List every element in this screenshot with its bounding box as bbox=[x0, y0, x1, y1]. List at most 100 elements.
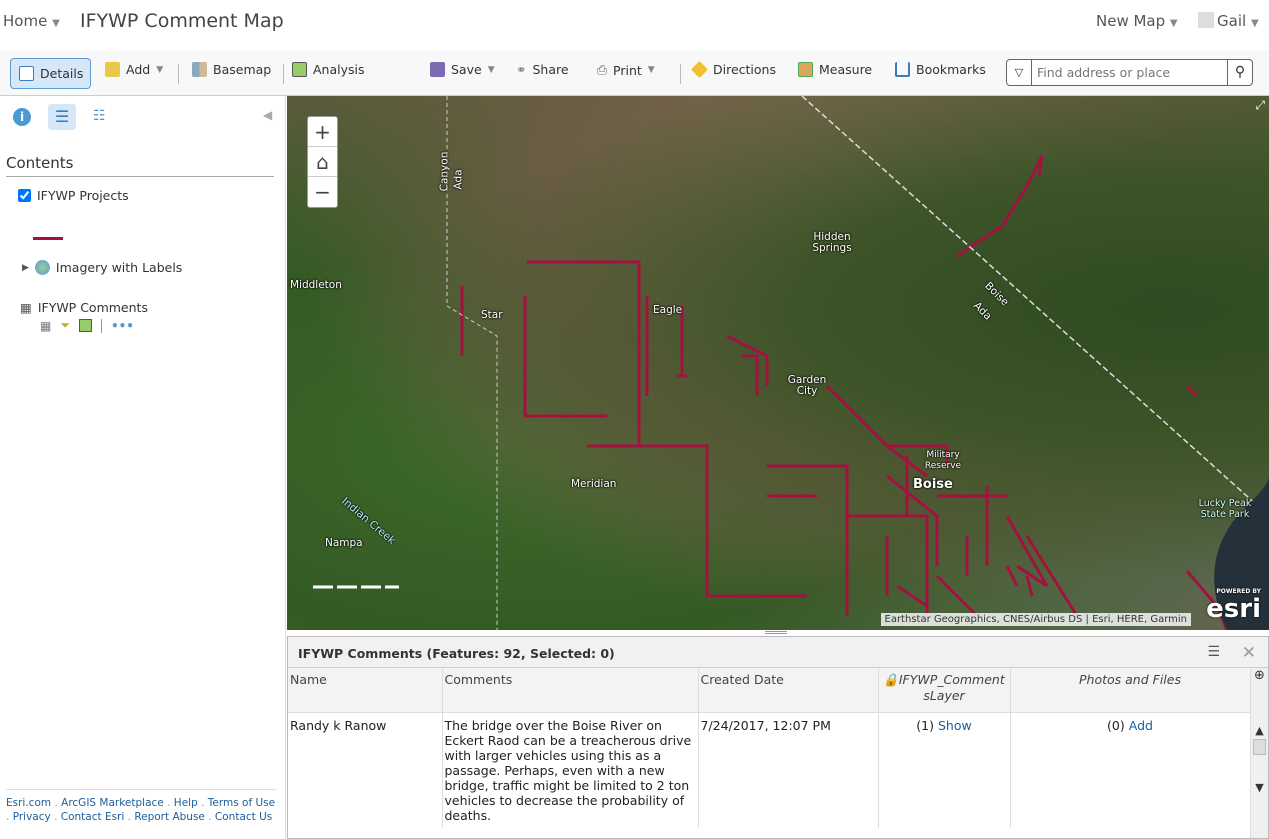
add-button[interactable]: Add ▼ bbox=[105, 62, 163, 77]
home-icon[interactable]: ⌂ bbox=[308, 147, 337, 177]
table-title: IFYWP Comments (Features: 92, Selected: … bbox=[288, 637, 1268, 668]
analysis-icon bbox=[292, 62, 307, 77]
footer-link[interactable]: Contact Esri bbox=[60, 811, 125, 823]
map-label: Lucky Peak State Park bbox=[1198, 498, 1252, 520]
bookmarks-icon bbox=[895, 62, 910, 77]
table-scrollbar[interactable]: ⊕ ▲ ▼ bbox=[1250, 668, 1268, 838]
column-header[interactable]: Photos and Files bbox=[1010, 668, 1251, 713]
close-icon[interactable]: ✕ bbox=[1241, 643, 1256, 663]
map-label: Meridian bbox=[571, 478, 617, 490]
search-icon[interactable]: ⚲ bbox=[1227, 60, 1252, 85]
toolbar: Details Add ▼ Basemap Analysis Save ▼ ⚭ Sha… bbox=[0, 50, 1269, 96]
content-tab-icon[interactable]: ☰ bbox=[48, 104, 76, 130]
analysis-button[interactable]: Analysis bbox=[292, 62, 365, 77]
basemap-icon bbox=[192, 62, 207, 77]
cell-comment: The bridge over the Boise River on Ecker… bbox=[442, 712, 699, 828]
map-label: Canyon bbox=[438, 151, 451, 192]
show-related-link[interactable]: Show bbox=[937, 717, 972, 733]
measure-button[interactable]: Measure bbox=[798, 62, 872, 77]
layer-visibility-checkbox[interactable] bbox=[18, 189, 31, 202]
add-column-icon[interactable]: ⊕ bbox=[1254, 668, 1265, 683]
save-button[interactable]: Save ▼ bbox=[430, 62, 495, 77]
column-header[interactable]: Comments bbox=[442, 668, 699, 713]
collapse-panel-icon[interactable]: ◀ bbox=[263, 108, 273, 122]
user-menu[interactable]: Gail ▼ bbox=[1198, 12, 1259, 30]
details-icon bbox=[19, 66, 34, 81]
chevron-down-icon: ▼ bbox=[1169, 18, 1178, 29]
footer-link[interactable]: ArcGIS Marketplace bbox=[61, 797, 164, 809]
zoom-controls: + ⌂ − bbox=[307, 116, 338, 208]
link-icon: ⚭ bbox=[516, 62, 527, 77]
more-options-icon[interactable]: ••• bbox=[110, 318, 134, 333]
layer-ifywp-projects[interactable]: IFYWP Projects bbox=[18, 188, 129, 203]
info-icon[interactable]: i bbox=[13, 108, 31, 126]
map-label: Garden City bbox=[787, 374, 827, 397]
top-bar: Home ▼ IFYWP Comment Map New Map ▼ Gail … bbox=[0, 0, 1269, 50]
footer-link[interactable]: Help bbox=[173, 797, 198, 809]
expand-icon[interactable]: ▶ bbox=[22, 262, 29, 273]
layer-ifywp-comments[interactable]: ▦ IFYWP Comments bbox=[20, 300, 148, 315]
cell-related: (1) Show bbox=[878, 712, 1011, 828]
scroll-thumb[interactable] bbox=[1253, 739, 1266, 755]
map-label: Star bbox=[481, 309, 503, 321]
layer-imagery[interactable]: ▶ Imagery with Labels bbox=[22, 260, 183, 275]
map-label: Hidden Springs bbox=[812, 231, 852, 254]
bookmarks-button[interactable]: Bookmarks bbox=[895, 62, 986, 77]
details-button[interactable]: Details bbox=[10, 58, 91, 89]
column-header[interactable]: Name bbox=[288, 668, 443, 713]
scroll-up-icon[interactable]: ▲ bbox=[1255, 724, 1264, 737]
zoom-in-button[interactable]: + bbox=[308, 117, 337, 147]
line-symbol bbox=[33, 237, 63, 240]
footer-link[interactable]: Terms of Use bbox=[207, 797, 276, 809]
column-header[interactable]: 🔒IFYWP_CommentsLayer bbox=[878, 668, 1011, 713]
cell-name: Randy k Ranow bbox=[288, 712, 443, 828]
avatar bbox=[1198, 12, 1214, 28]
new-map-menu[interactable]: New Map ▼ bbox=[1096, 12, 1178, 30]
table-icon: ▦ bbox=[20, 300, 32, 315]
scroll-down-icon[interactable]: ▼ bbox=[1255, 781, 1264, 794]
esri-logo: POWERED BY esri bbox=[1206, 588, 1261, 624]
share-button[interactable]: ⚭ Share bbox=[516, 62, 569, 77]
features-table: Name Comments Created Date 🔒IFYWP_Commen… bbox=[288, 668, 1251, 828]
footer-link[interactable]: Esri.com bbox=[6, 797, 52, 809]
map-label: Military Reserve bbox=[924, 450, 962, 471]
lock-icon: 🔒 bbox=[883, 672, 899, 687]
footer-link[interactable]: Report Abuse bbox=[134, 811, 205, 823]
page-title: IFYWP Comment Map bbox=[80, 10, 284, 32]
search-input[interactable] bbox=[1032, 60, 1227, 85]
globe-icon bbox=[34, 260, 50, 275]
chevron-down-icon: ▼ bbox=[1250, 18, 1259, 29]
home-menu[interactable]: Home ▼ bbox=[3, 12, 60, 30]
add-file-link[interactable]: Add bbox=[1128, 717, 1153, 733]
cell-files: (0) Add bbox=[1010, 712, 1251, 828]
panel-resize-handle[interactable] bbox=[765, 631, 787, 634]
contents-heading: Contents bbox=[6, 154, 74, 172]
directions-button[interactable]: Directions bbox=[691, 61, 776, 78]
footer-link[interactable]: Contact Us bbox=[214, 811, 273, 823]
map-view[interactable]: + ⌂ − ⤢ Canyon Ada Middleton Star Eagle … bbox=[287, 96, 1269, 630]
search-source-dropdown[interactable]: ▽ bbox=[1007, 60, 1032, 85]
save-icon bbox=[430, 62, 445, 77]
map-label: Nampa bbox=[325, 537, 363, 549]
expand-map-icon[interactable]: ⤢ bbox=[1255, 98, 1265, 112]
print-button[interactable]: ⎙ Print ▼ bbox=[597, 62, 655, 78]
footer-link[interactable]: Privacy bbox=[12, 811, 51, 823]
zoom-out-button[interactable]: − bbox=[314, 180, 331, 204]
attribute-table: IFYWP Comments (Features: 92, Selected: … bbox=[287, 636, 1269, 839]
table-header-row: Name Comments Created Date 🔒IFYWP_Commen… bbox=[288, 668, 1251, 713]
filter-icon[interactable]: ⏷ bbox=[60, 318, 70, 332]
directions-icon bbox=[691, 61, 708, 78]
table-options-icon[interactable]: ☰ bbox=[1207, 644, 1220, 660]
map-label: Ada bbox=[452, 169, 465, 190]
map-label: Eagle bbox=[653, 304, 683, 316]
table-row[interactable]: Randy k Ranow The bridge over the Boise … bbox=[288, 712, 1251, 828]
search-box: ▽ ⚲ bbox=[1006, 59, 1253, 86]
analysis-icon[interactable] bbox=[78, 319, 92, 332]
add-icon bbox=[105, 62, 120, 77]
show-table-icon[interactable]: ▦ bbox=[40, 318, 52, 333]
basemap-button[interactable]: Basemap bbox=[192, 62, 271, 77]
legend-icon[interactable]: ☷ bbox=[93, 108, 106, 124]
printer-icon: ⎙ bbox=[597, 62, 608, 77]
cell-date: 7/24/2017, 12:07 PM bbox=[698, 712, 879, 828]
column-header[interactable]: Created Date bbox=[698, 668, 879, 713]
